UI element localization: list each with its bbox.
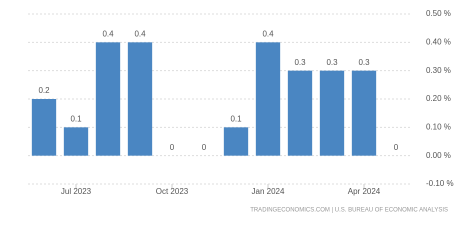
data-label: 0 (170, 143, 175, 152)
data-label: 0.4 (102, 29, 114, 38)
y-tick-label: 0.40 % (426, 37, 451, 46)
data-label: 0.3 (358, 58, 370, 67)
data-label: 0.1 (70, 114, 82, 123)
x-tick-label: Jan 2024 (252, 187, 285, 196)
y-tick-label: 0.10 % (426, 122, 451, 131)
source: TRADINGECONOMICS.COM | U.S. BUREAU OF EC… (250, 208, 448, 214)
data-label: 0 (394, 143, 399, 152)
bar (63, 127, 89, 156)
bar (351, 70, 377, 156)
x-tick-label: Jul 2023 (61, 187, 92, 196)
bar (223, 127, 249, 156)
data-label: 0.1 (230, 114, 242, 123)
y-tick-label: 0.20 % (426, 94, 451, 103)
bar (127, 42, 153, 156)
bar (319, 70, 345, 156)
data-label: 0.2 (38, 86, 50, 95)
bar (31, 99, 57, 156)
data-label: 0 (202, 143, 207, 152)
data-label: 0.4 (262, 29, 274, 38)
chart: TRADINGECONOMICS.COM | U.S. BUREAU OF EC… (28, 9, 454, 214)
data-label: 0.3 (294, 58, 306, 67)
x-tick-label: Apr 2024 (348, 187, 381, 196)
data-label: 0.4 (134, 29, 146, 38)
y-tick-label: 0.00 % (426, 151, 451, 160)
bar (255, 42, 281, 156)
y-tick-label: -0.10 % (426, 179, 454, 188)
y-tick-label: 0.50 % (426, 9, 451, 18)
bar (287, 70, 313, 156)
data-label: 0.3 (326, 58, 338, 67)
y-tick-label: 0.30 % (426, 66, 451, 75)
bar (95, 42, 121, 156)
x-tick-label: Oct 2023 (156, 187, 189, 196)
